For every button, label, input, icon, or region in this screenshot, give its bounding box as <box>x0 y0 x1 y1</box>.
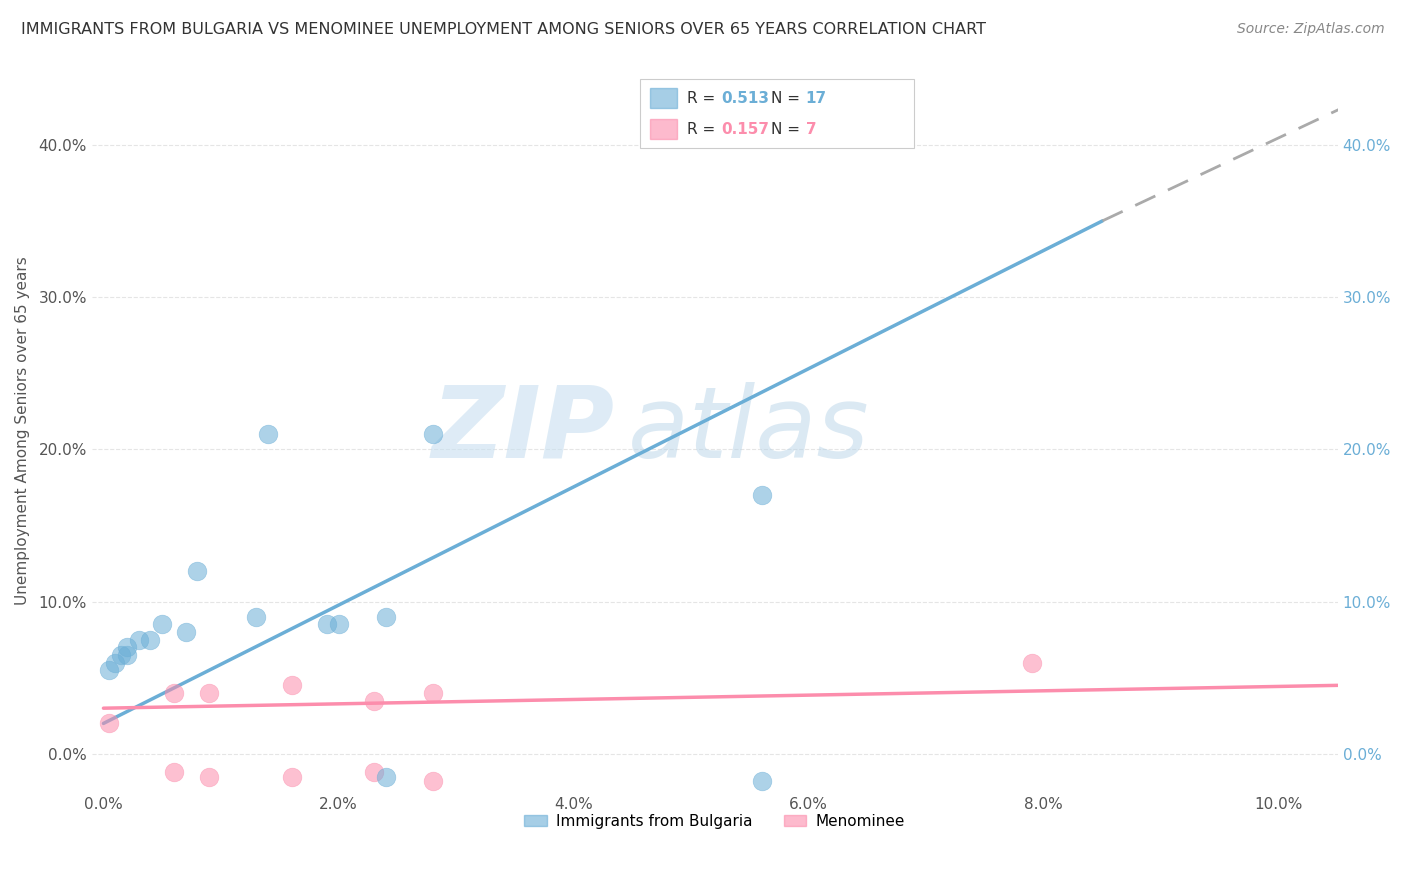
Text: R =: R = <box>688 122 720 136</box>
Point <box>1021 656 1043 670</box>
Text: ZIP: ZIP <box>432 382 614 479</box>
Point <box>163 765 186 780</box>
Point <box>98 663 121 677</box>
Point <box>104 656 127 670</box>
Point <box>245 609 267 624</box>
Point <box>139 632 162 647</box>
Point <box>198 770 221 784</box>
Point <box>163 686 186 700</box>
Point <box>363 693 385 707</box>
FancyBboxPatch shape <box>640 79 914 148</box>
Point <box>422 427 444 442</box>
Point <box>115 648 138 662</box>
Point <box>150 617 173 632</box>
Bar <box>650 88 678 108</box>
Y-axis label: Unemployment Among Seniors over 65 years: Unemployment Among Seniors over 65 years <box>15 256 30 605</box>
Point <box>198 686 221 700</box>
Text: 0.513: 0.513 <box>721 91 769 105</box>
Text: 0.157: 0.157 <box>721 122 769 136</box>
Point <box>422 774 444 789</box>
Point <box>422 686 444 700</box>
Text: Source: ZipAtlas.com: Source: ZipAtlas.com <box>1237 22 1385 37</box>
Point <box>186 564 208 578</box>
Text: N =: N = <box>770 91 804 105</box>
Point <box>115 640 138 655</box>
Text: 7: 7 <box>806 122 817 136</box>
Point <box>751 488 773 502</box>
Point <box>328 617 350 632</box>
Point <box>257 427 280 442</box>
Point <box>280 770 302 784</box>
Bar <box>650 120 678 139</box>
Text: 17: 17 <box>806 91 827 105</box>
Legend: Immigrants from Bulgaria, Menominee: Immigrants from Bulgaria, Menominee <box>519 808 911 835</box>
Point <box>280 678 302 692</box>
Text: R =: R = <box>688 91 720 105</box>
Text: N =: N = <box>770 122 804 136</box>
Point <box>174 625 197 640</box>
Text: atlas: atlas <box>627 382 869 479</box>
Point <box>128 632 150 647</box>
Point <box>363 765 385 780</box>
Point <box>98 716 121 731</box>
Point <box>374 770 396 784</box>
Text: IMMIGRANTS FROM BULGARIA VS MENOMINEE UNEMPLOYMENT AMONG SENIORS OVER 65 YEARS C: IMMIGRANTS FROM BULGARIA VS MENOMINEE UN… <box>21 22 986 37</box>
Point <box>110 648 132 662</box>
Point <box>751 774 773 789</box>
Point <box>374 609 396 624</box>
Point <box>315 617 337 632</box>
